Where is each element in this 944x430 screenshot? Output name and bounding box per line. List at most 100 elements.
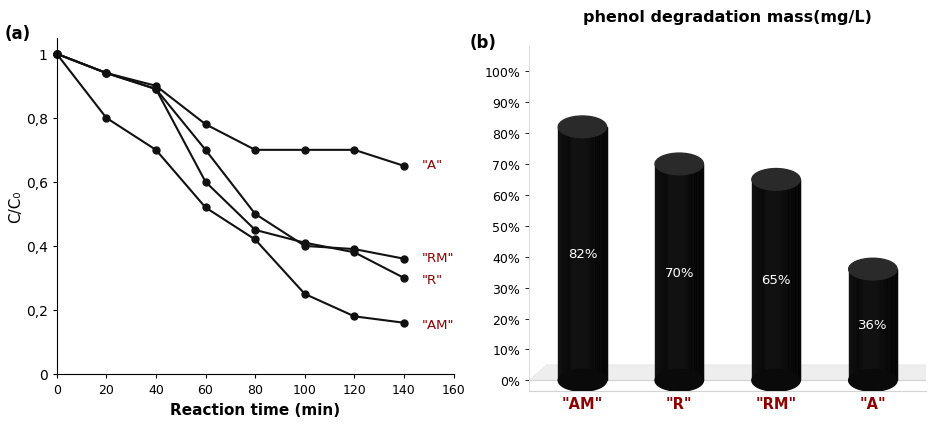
Bar <box>696 165 698 381</box>
Bar <box>792 180 795 381</box>
Bar <box>698 165 700 381</box>
Bar <box>865 270 868 381</box>
Bar <box>857 270 860 381</box>
Bar <box>567 128 570 381</box>
Bar <box>852 270 855 381</box>
Ellipse shape <box>654 154 702 175</box>
Bar <box>597 128 598 381</box>
Y-axis label: C/C₀: C/C₀ <box>8 190 23 223</box>
Bar <box>654 165 702 381</box>
Text: (a): (a) <box>5 25 31 43</box>
Bar <box>582 128 584 381</box>
Bar <box>886 270 889 381</box>
Bar <box>575 128 577 381</box>
Bar <box>848 270 851 381</box>
Bar <box>657 165 659 381</box>
Bar <box>594 128 597 381</box>
Bar <box>577 128 580 381</box>
Bar <box>751 180 753 381</box>
Bar <box>884 270 886 381</box>
Ellipse shape <box>751 169 800 191</box>
Bar <box>868 270 869 381</box>
Bar <box>662 165 664 381</box>
Text: (b): (b) <box>469 34 496 52</box>
Bar <box>560 128 563 381</box>
Ellipse shape <box>751 370 800 391</box>
Bar <box>783 180 784 381</box>
Bar <box>877 270 879 381</box>
Bar <box>584 128 586 381</box>
Bar <box>563 128 565 381</box>
Bar <box>879 270 882 381</box>
Bar <box>572 128 575 381</box>
Bar <box>688 165 691 381</box>
Bar <box>659 165 662 381</box>
Bar <box>666 165 669 381</box>
Bar <box>753 180 756 381</box>
Bar <box>758 180 761 381</box>
Text: 82%: 82% <box>567 248 597 261</box>
X-axis label: Reaction time (min): Reaction time (min) <box>170 402 340 417</box>
Polygon shape <box>529 365 942 381</box>
Bar <box>676 165 679 381</box>
Bar <box>681 165 683 381</box>
Bar <box>773 180 775 381</box>
Text: "A": "A" <box>421 158 442 172</box>
Bar <box>669 165 671 381</box>
Text: 65%: 65% <box>761 274 790 287</box>
Bar <box>565 128 567 381</box>
Bar <box>586 128 589 381</box>
Bar <box>598 128 601 381</box>
Bar <box>679 165 681 381</box>
Bar <box>869 270 872 381</box>
Bar <box>778 180 780 381</box>
Bar <box>787 180 790 381</box>
Bar <box>795 180 797 381</box>
Bar <box>874 270 877 381</box>
Bar <box>700 165 702 381</box>
Bar <box>685 165 688 381</box>
Bar <box>671 165 674 381</box>
Bar <box>790 180 792 381</box>
Bar <box>558 128 606 381</box>
Bar <box>780 180 783 381</box>
Bar <box>664 165 666 381</box>
Bar <box>855 270 857 381</box>
Bar <box>683 165 685 381</box>
Bar <box>570 128 572 381</box>
Bar <box>860 270 862 381</box>
Bar <box>766 180 768 381</box>
Ellipse shape <box>558 117 606 138</box>
Bar <box>882 270 884 381</box>
Bar <box>797 180 800 381</box>
Bar <box>761 180 763 381</box>
Bar <box>775 180 778 381</box>
Bar <box>768 180 770 381</box>
Bar <box>691 165 693 381</box>
Bar <box>654 165 657 381</box>
Text: "AM": "AM" <box>421 318 453 331</box>
Bar <box>592 128 594 381</box>
Bar <box>589 128 592 381</box>
Bar <box>851 270 852 381</box>
Bar <box>580 128 582 381</box>
Text: 70%: 70% <box>664 266 693 279</box>
Bar <box>894 270 896 381</box>
Bar <box>770 180 773 381</box>
Bar <box>891 270 894 381</box>
Ellipse shape <box>558 370 606 391</box>
Bar <box>693 165 696 381</box>
Ellipse shape <box>848 370 896 391</box>
Bar <box>674 165 676 381</box>
Bar <box>862 270 865 381</box>
Bar <box>751 180 800 381</box>
Bar <box>889 270 891 381</box>
Text: "RM": "RM" <box>421 251 453 264</box>
Bar <box>784 180 787 381</box>
Title: phenol degradation mass(mg/L): phenol degradation mass(mg/L) <box>582 10 871 25</box>
Bar <box>558 128 560 381</box>
Bar <box>603 128 606 381</box>
Ellipse shape <box>848 258 896 280</box>
Text: "R": "R" <box>421 273 442 286</box>
Ellipse shape <box>654 370 702 391</box>
